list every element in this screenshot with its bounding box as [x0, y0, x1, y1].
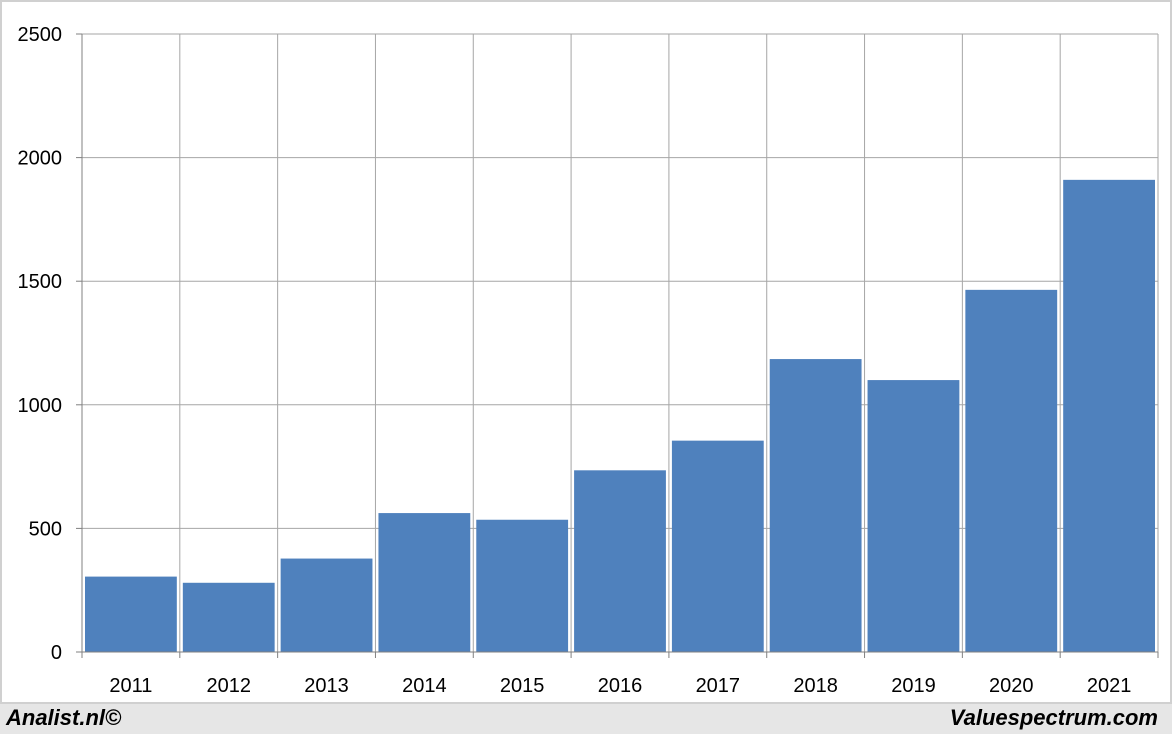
bar — [182, 582, 275, 652]
y-tick-label: 1000 — [18, 395, 63, 417]
y-tick-label: 1500 — [18, 271, 63, 293]
x-tick-label: 2021 — [1087, 675, 1132, 697]
x-tick-label: 2011 — [109, 675, 152, 697]
bar — [1063, 179, 1155, 652]
chart-area: 0 500 1000 1500 2000 2500 2011 2012 2013 2014 2015… — [0, 0, 1172, 704]
x-tick-label: 2013 — [304, 675, 349, 697]
bar — [476, 519, 569, 652]
x-tick-label: 2017 — [696, 675, 741, 697]
x-tick-label: 2019 — [891, 675, 936, 697]
bar — [965, 289, 1058, 652]
x-tick-label: 2012 — [206, 675, 251, 697]
x-tick-label: 2014 — [402, 675, 447, 697]
footer-bar: Analist.nl© Valuespectrum.com — [0, 704, 1172, 734]
x-tick-label: 2020 — [989, 675, 1034, 697]
footer-source-right: Valuespectrum.com — [949, 705, 1158, 730]
x-tick-label: 2018 — [793, 675, 838, 697]
x-tick-label: 2015 — [500, 675, 545, 697]
bar — [574, 470, 666, 652]
bar — [867, 380, 960, 652]
y-tick-label: 2000 — [18, 148, 63, 170]
y-tick-label: 500 — [29, 518, 62, 540]
bar-chart: 0 500 1000 1500 2000 2500 2011 2012 2013 2014 2015… — [18, 24, 1159, 697]
bar — [280, 558, 373, 652]
y-tick-label: 2500 — [18, 24, 63, 46]
bar — [378, 513, 471, 652]
y-tick-label: 0 — [51, 642, 62, 664]
footer-source-left: Analist.nl© — [6, 705, 122, 730]
x-tick-label: 2016 — [598, 675, 643, 697]
bar — [85, 576, 177, 652]
bar — [671, 440, 764, 652]
bar — [769, 359, 862, 652]
